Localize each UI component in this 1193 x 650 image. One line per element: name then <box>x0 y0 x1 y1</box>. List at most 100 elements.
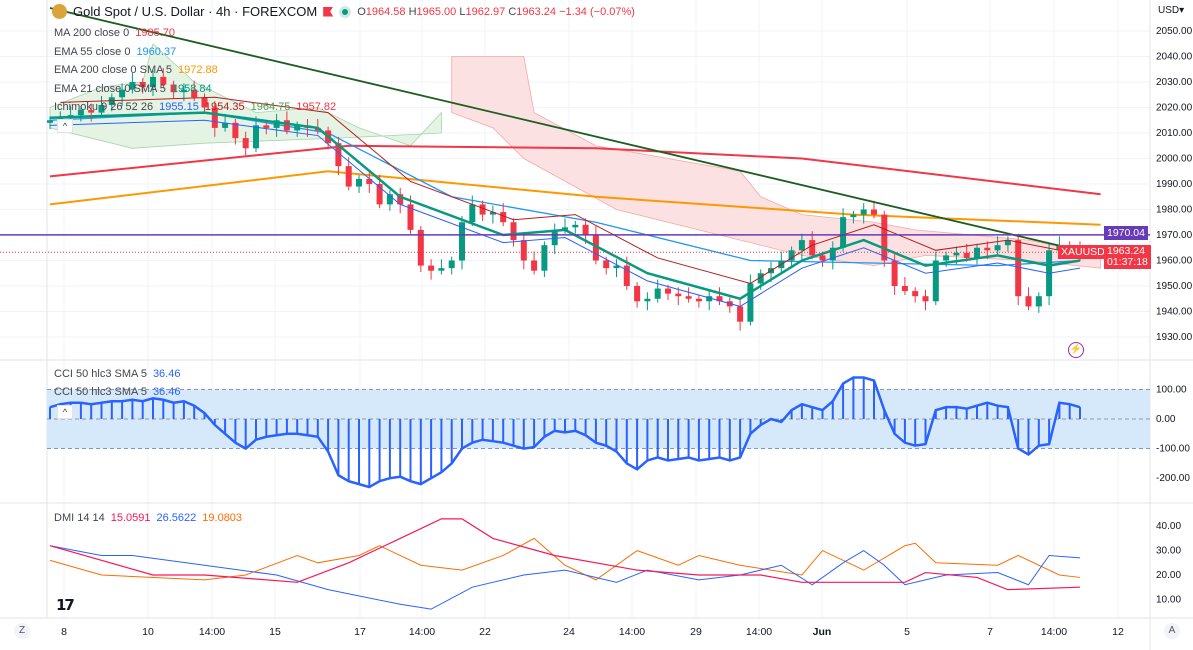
candle <box>510 222 517 241</box>
time-axis-label: Jun <box>812 626 832 638</box>
legend-ema55[interactable]: EMA 55 close 0 1960.37 <box>54 46 177 58</box>
price-axis-label: 2010.00 <box>1156 128 1193 139</box>
candle <box>747 283 754 322</box>
legend-cci-2[interactable]: CCI 50 hlc3 SMA 5 36.46 <box>54 386 181 398</box>
ma200-line <box>49 144 1101 196</box>
cci-axis-label: 100.00 <box>1156 384 1187 395</box>
time-axis-label: 10 <box>142 626 154 638</box>
candle <box>242 138 249 149</box>
candle <box>757 273 764 284</box>
auto-scale-button[interactable]: A <box>1164 623 1180 639</box>
flag-icon[interactable] <box>323 6 334 17</box>
candle <box>263 125 270 128</box>
candle <box>150 76 156 88</box>
cci-band <box>47 389 1150 449</box>
price-axis-label: 2000.00 <box>1156 154 1193 165</box>
candle <box>891 260 898 286</box>
candle <box>1015 240 1022 297</box>
candle <box>459 222 465 261</box>
candle <box>273 120 280 128</box>
ohlc-values: O1964.58 H1965.00 L1962.97 C1963.24 −1.3… <box>357 5 635 18</box>
time-axis-label: 14:00 <box>198 626 226 638</box>
candle <box>489 212 496 215</box>
candle <box>139 82 146 88</box>
candle <box>860 209 867 215</box>
time-axis-label: 14:00 <box>618 626 646 638</box>
candle <box>603 260 610 269</box>
timezone-button[interactable]: Z <box>14 623 30 639</box>
time-axis-label: 14:00 <box>408 626 436 638</box>
candle <box>912 291 919 297</box>
legend-dmi[interactable]: DMI 14 14 15.0591 26.5622 19.0803 <box>54 512 243 524</box>
price-axis-label: 1960.00 <box>1156 256 1193 267</box>
time-axis-label: 22 <box>479 626 491 638</box>
candle <box>809 240 816 256</box>
time-axis-label: 12 <box>1112 626 1124 638</box>
price-axis-label: 1950.00 <box>1156 281 1193 292</box>
candle <box>798 240 805 251</box>
time-axis-label: 8 <box>61 626 67 638</box>
candle <box>1004 240 1011 246</box>
legend-cci[interactable]: CCI 50 hlc3 SMA 5 36.46 <box>54 368 181 380</box>
ichimoku-base-line <box>60 96 1091 284</box>
candle <box>665 288 671 294</box>
candle <box>98 104 105 113</box>
candle <box>932 260 939 302</box>
candle <box>562 227 568 230</box>
legend-ma200[interactable]: MA 200 close 0 1985.70 <box>54 27 175 39</box>
legend-ichimoku[interactable]: Ichimoku 9 26 52 26 1955.15 1954.35 1964.75… <box>54 101 337 113</box>
price-axis-label: 1970.00 <box>1156 230 1193 241</box>
candle <box>613 265 620 269</box>
candle <box>232 122 239 139</box>
last-price-tag: 1963.24 01:37:18 <box>1104 245 1151 269</box>
price-axis-label: 2020.00 <box>1156 103 1193 114</box>
candle <box>283 120 290 131</box>
candle <box>634 286 641 302</box>
candle <box>706 296 713 302</box>
candle <box>788 250 795 261</box>
candle <box>88 110 95 113</box>
candle <box>850 214 857 218</box>
candle <box>829 247 836 261</box>
candle <box>376 184 383 205</box>
candle <box>1025 296 1032 307</box>
candle <box>984 247 991 251</box>
price-axis-label: 2030.00 <box>1156 77 1193 88</box>
candle <box>592 235 599 261</box>
time-axis-label: 15 <box>269 626 281 638</box>
cci-line <box>49 376 1081 489</box>
candle <box>943 255 950 261</box>
legend-ema21[interactable]: EMA 21 close 0 SMA 5 1958.84 <box>54 83 212 95</box>
time-axis-label: 29 <box>690 626 702 638</box>
candle <box>356 178 362 187</box>
candle <box>623 265 630 286</box>
market-status-icon[interactable] <box>339 5 352 18</box>
candle <box>675 293 682 297</box>
lightning-event-icon[interactable]: ⚡ <box>1068 342 1084 358</box>
time-axis-label: 14:00 <box>1040 626 1068 638</box>
time-axis-label: 17 <box>354 626 366 638</box>
ichimoku-conversion-line <box>49 119 1081 307</box>
gold-logo-icon <box>52 4 67 19</box>
candle <box>654 288 661 299</box>
legend-ema200[interactable]: EMA 200 close 0 SMA 5 1972.88 <box>54 64 218 76</box>
currency-selector[interactable]: USD▾ <box>1158 5 1185 16</box>
symbol-title[interactable]: Gold Spot / U.S. Dollar · 4h · FOREXCOM <box>73 4 318 19</box>
tradingview-logo-icon[interactable]: 𝟭𝟳 <box>56 597 75 614</box>
collapse-cci-button[interactable]: ^ <box>57 405 73 419</box>
dmi-plus-line <box>49 545 1081 610</box>
price-axis-label: 1930.00 <box>1156 332 1193 343</box>
candle <box>119 89 126 98</box>
candle <box>685 296 692 299</box>
price-axis-label: 2050.00 <box>1156 26 1193 37</box>
candle <box>974 247 980 258</box>
candle <box>963 252 970 258</box>
candle <box>531 260 538 271</box>
candle <box>407 204 414 230</box>
collapse-legend-button[interactable]: ^ <box>57 119 73 133</box>
trendline <box>49 7 1101 257</box>
candle <box>953 252 960 256</box>
symbol-header: Gold Spot / U.S. Dollar · 4h · FOREXCOM … <box>52 4 635 19</box>
candle <box>57 117 64 121</box>
